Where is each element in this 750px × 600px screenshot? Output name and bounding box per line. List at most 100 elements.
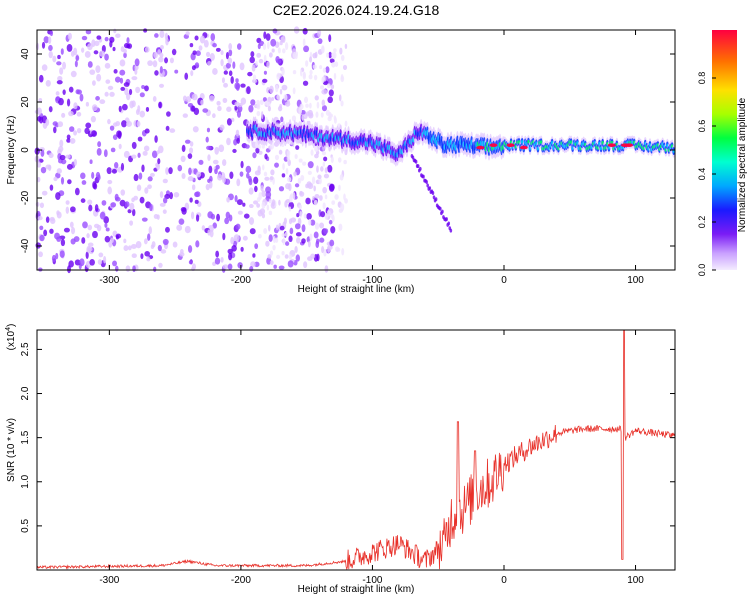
spectrogram-cell <box>136 184 142 192</box>
spectrogram-cell <box>101 200 107 206</box>
spectrogram-cell <box>87 199 93 205</box>
spectrogram-cell <box>277 105 283 112</box>
spectrogram-cell <box>324 265 329 273</box>
spectrogram-cell <box>38 97 43 103</box>
spectrogram-cell <box>262 43 267 51</box>
spectrogram-cell <box>268 198 273 204</box>
spectrogram-cell <box>185 96 192 103</box>
spectrogram-cell <box>333 115 337 121</box>
spectrogram-cell <box>252 79 258 84</box>
spectrogram-cell <box>201 225 206 231</box>
spectrogram-cell <box>159 52 164 58</box>
spectrogram-cell <box>151 241 156 248</box>
spectrogram-cell <box>192 126 199 133</box>
spectrogram-cell <box>331 200 336 205</box>
spectrogram-cell <box>292 87 296 95</box>
y-tick-label: 2.0 <box>20 386 31 400</box>
spectrogram-cell <box>123 245 129 252</box>
spectrogram-cell <box>63 227 70 233</box>
spectrogram-cell <box>40 149 45 157</box>
spectrogram-cell <box>190 70 194 77</box>
spectrogram-cell <box>111 168 117 174</box>
spectrogram-cell <box>326 52 330 58</box>
spectrogram-cell <box>184 139 191 144</box>
spectrogram-cell <box>256 99 260 106</box>
spectrogram-cell <box>212 222 217 229</box>
spectrogram-cell <box>66 98 71 107</box>
spectrogram-cell <box>185 31 190 36</box>
spectrogram-cell <box>209 95 215 102</box>
spectrogram-cell <box>248 204 254 209</box>
snr-y-label: SNR (10 * v/v) <box>6 418 17 482</box>
spectrogram-cell <box>284 254 289 259</box>
spectrogram-cell <box>330 84 335 90</box>
spectrogram-cell <box>527 139 530 144</box>
spectrogram-cell <box>239 171 244 177</box>
spectrogram-cell <box>223 70 228 75</box>
spectrogram-cell <box>328 34 332 43</box>
spectrogram-cell <box>222 159 227 166</box>
spectrogram-cell <box>297 177 302 184</box>
spectrogram-cell <box>38 251 43 258</box>
spectrogram-cell <box>321 89 328 95</box>
spectrogram-cell <box>67 32 72 40</box>
spectrogram-x-label: Height of straight line (km) <box>298 284 415 295</box>
spectrogram-cell <box>79 258 85 267</box>
spectrogram-cell <box>287 260 294 268</box>
spectrogram-cell <box>316 253 320 262</box>
spectrogram-cell <box>262 97 267 102</box>
spectrogram-cell <box>196 171 202 178</box>
spectrogram-cell <box>299 103 304 110</box>
spectrogram-cell <box>159 30 165 39</box>
spectrogram-cell <box>191 93 198 101</box>
spectrogram-cell <box>207 61 212 66</box>
spectrogram-cell <box>321 45 325 54</box>
spectrogram-cell <box>182 113 188 118</box>
spectrogram-cell <box>266 61 270 69</box>
spectrogram-cell <box>162 178 168 184</box>
spectrogram-cell <box>322 161 326 167</box>
spectrogram-cell <box>247 71 253 77</box>
spectrogram-cell <box>333 72 337 80</box>
spectrogram-cell <box>70 206 76 213</box>
spectrogram-cell <box>165 167 169 175</box>
spectrogram-cell <box>340 203 345 212</box>
spectrogram-cell <box>303 45 310 53</box>
spectrogram-cell <box>267 41 270 50</box>
spectrogram-cell <box>85 29 92 35</box>
spectrogram-cell <box>226 106 232 112</box>
spectrogram-cell <box>149 203 153 212</box>
spectrogram-cell <box>104 36 109 42</box>
spectrogram-cell <box>323 228 329 234</box>
spectrogram-cell <box>286 150 291 157</box>
spectrogram-cell <box>99 211 106 220</box>
spectrogram-cell <box>328 219 333 225</box>
spectrogram-cell <box>273 264 277 269</box>
spectrogram-cell <box>131 76 138 81</box>
spectrogram-cell <box>340 74 344 80</box>
spectrogram-cell <box>137 152 141 158</box>
spectrogram-cell <box>193 107 200 116</box>
spectrogram-cell <box>214 257 221 265</box>
spectrogram-cell <box>210 213 216 220</box>
colorbar-tick-label: 0.4 <box>697 168 707 181</box>
spectrogram-cell <box>152 60 158 68</box>
spectrogram-cell <box>169 57 174 64</box>
spectrogram-cell <box>67 265 71 274</box>
spectrogram-cell <box>55 192 61 201</box>
spectrogram-cell <box>65 200 70 205</box>
x-tick-label: -200 <box>231 575 251 586</box>
spectrogram-cell <box>336 247 341 252</box>
spectrogram-cell <box>264 153 268 160</box>
snr-x-ticks: -300 -200 -100 0 100 <box>99 330 644 586</box>
spectrogram-cell <box>256 52 262 58</box>
spectrogram-cell <box>447 221 451 226</box>
spectrogram-cell <box>104 235 111 243</box>
spectrogram-cell <box>287 176 292 183</box>
x-tick-label: 0 <box>501 275 507 286</box>
spectrogram-cell <box>80 172 86 180</box>
spectrogram-cell <box>303 213 307 219</box>
spectrogram-cell <box>322 202 326 210</box>
spectrogram-cell <box>257 43 261 50</box>
spectrogram-cell <box>305 111 310 116</box>
